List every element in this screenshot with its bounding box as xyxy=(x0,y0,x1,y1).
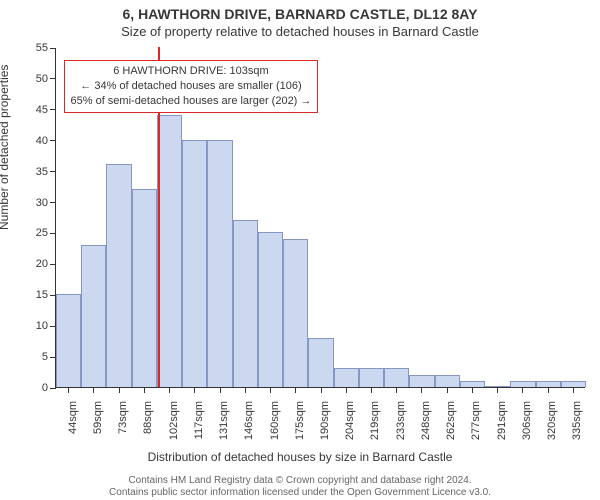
annotation-line: 65% of semi-detached houses are larger (… xyxy=(71,94,312,109)
y-tick xyxy=(50,48,56,49)
histogram-bar xyxy=(207,140,232,387)
x-tick-label: 73sqm xyxy=(117,401,129,434)
histogram-bar xyxy=(233,220,258,387)
histogram-bar xyxy=(384,368,409,387)
x-tick xyxy=(144,387,145,393)
chart-title-primary: 6, HAWTHORN DRIVE, BARNARD CASTLE, DL12 … xyxy=(0,6,600,22)
x-tick xyxy=(169,387,170,393)
x-tick xyxy=(447,387,448,393)
x-tick-label: 277sqm xyxy=(470,401,482,440)
plot-area: 051015202530354045505544sqm59sqm73sqm88s… xyxy=(55,48,585,388)
x-tick xyxy=(573,387,574,393)
x-tick xyxy=(472,387,473,393)
x-axis-label: Distribution of detached houses by size … xyxy=(0,450,600,464)
x-tick xyxy=(270,387,271,393)
histogram-bar xyxy=(106,164,131,387)
x-tick-label: 146sqm xyxy=(243,401,255,440)
y-tick-label: 25 xyxy=(36,227,48,239)
x-tick-label: 44sqm xyxy=(67,401,79,434)
chart-container: 6, HAWTHORN DRIVE, BARNARD CASTLE, DL12 … xyxy=(0,0,600,500)
x-tick xyxy=(119,387,120,393)
x-tick xyxy=(245,387,246,393)
x-tick xyxy=(295,387,296,393)
y-tick xyxy=(50,233,56,234)
histogram-bar xyxy=(182,140,207,387)
y-tick-label: 30 xyxy=(36,197,48,209)
x-tick-label: 59sqm xyxy=(92,401,104,434)
y-tick xyxy=(50,202,56,203)
annotation-box: 6 HAWTHORN DRIVE: 103sqm← 34% of detache… xyxy=(64,60,319,113)
y-tick-label: 55 xyxy=(36,42,48,54)
histogram-bar xyxy=(359,368,384,387)
x-tick-label: 219sqm xyxy=(369,401,381,440)
x-tick-label: 233sqm xyxy=(395,401,407,440)
chart-title-secondary: Size of property relative to detached ho… xyxy=(0,24,600,39)
y-tick-label: 10 xyxy=(36,320,48,332)
x-tick-label: 204sqm xyxy=(344,401,356,440)
y-tick xyxy=(50,264,56,265)
x-tick xyxy=(346,387,347,393)
x-tick xyxy=(548,387,549,393)
x-tick-label: 102sqm xyxy=(168,401,180,440)
x-tick xyxy=(421,387,422,393)
y-tick-label: 15 xyxy=(36,289,48,301)
y-tick xyxy=(50,109,56,110)
x-tick xyxy=(371,387,372,393)
y-tick xyxy=(50,171,56,172)
histogram-bar xyxy=(56,294,81,387)
x-tick xyxy=(93,387,94,393)
footnote-line-1: Contains HM Land Registry data © Crown c… xyxy=(0,475,600,486)
histogram-bar xyxy=(435,375,460,387)
histogram-bar xyxy=(283,239,308,387)
x-tick-label: 291sqm xyxy=(496,401,508,440)
y-tick xyxy=(50,140,56,141)
x-tick-label: 335sqm xyxy=(571,401,583,440)
y-axis-label: Number of detached properties xyxy=(0,65,11,230)
histogram-bar xyxy=(409,375,434,387)
y-tick-label: 35 xyxy=(36,166,48,178)
x-tick-label: 320sqm xyxy=(546,401,558,440)
y-tick-label: 40 xyxy=(36,135,48,147)
x-tick-label: 175sqm xyxy=(294,401,306,440)
histogram-bar xyxy=(132,189,157,387)
y-tick xyxy=(50,388,56,389)
histogram-bar xyxy=(157,115,182,387)
annotation-line: 6 HAWTHORN DRIVE: 103sqm xyxy=(71,64,312,79)
x-tick-label: 160sqm xyxy=(269,401,281,440)
y-tick-label: 20 xyxy=(36,258,48,270)
x-tick xyxy=(194,387,195,393)
x-tick xyxy=(68,387,69,393)
y-tick-label: 5 xyxy=(42,351,48,363)
histogram-bar xyxy=(81,245,106,387)
x-tick-label: 88sqm xyxy=(142,401,154,434)
x-tick-label: 131sqm xyxy=(218,401,230,440)
x-tick-label: 262sqm xyxy=(445,401,457,440)
x-tick-label: 248sqm xyxy=(420,401,432,440)
x-tick xyxy=(220,387,221,393)
histogram-bar xyxy=(258,232,283,387)
x-tick xyxy=(396,387,397,393)
x-tick-label: 117sqm xyxy=(193,401,205,439)
x-tick xyxy=(321,387,322,393)
x-tick-label: 190sqm xyxy=(319,401,331,440)
y-tick-label: 45 xyxy=(36,104,48,116)
y-tick-label: 0 xyxy=(42,382,48,394)
annotation-line: ← 34% of detached houses are smaller (10… xyxy=(71,79,312,94)
histogram-bar xyxy=(308,338,333,387)
y-tick-label: 50 xyxy=(36,73,48,85)
histogram-bar xyxy=(334,368,359,387)
footnote-line-2: Contains public sector information licen… xyxy=(0,487,600,498)
x-tick-label: 306sqm xyxy=(521,401,533,440)
x-tick xyxy=(522,387,523,393)
x-tick xyxy=(497,387,498,393)
y-tick xyxy=(50,78,56,79)
